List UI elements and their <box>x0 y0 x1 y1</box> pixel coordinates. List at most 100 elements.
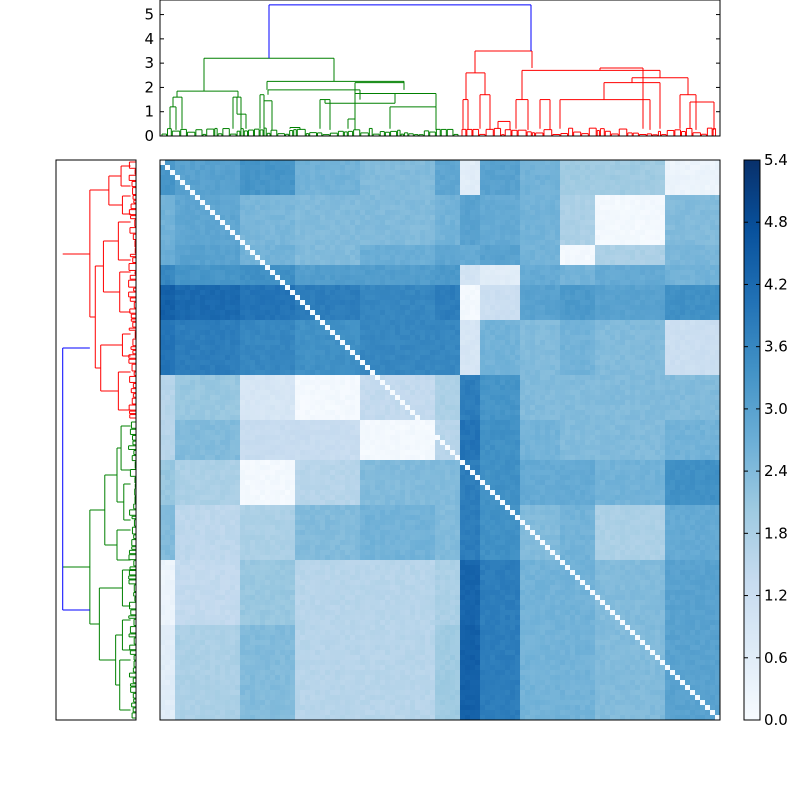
heatmap-cell <box>325 280 331 286</box>
heatmap-cell <box>670 210 676 216</box>
heatmap-cell <box>335 295 341 301</box>
heatmap-cell <box>630 310 636 316</box>
heatmap-cell <box>380 330 386 336</box>
heatmap-cell <box>335 230 341 236</box>
heatmap-cell <box>345 185 351 191</box>
heatmap-cell <box>205 305 211 311</box>
heatmap-cell <box>310 175 316 181</box>
heatmap-cell <box>545 280 551 286</box>
heatmap-cell <box>560 235 566 241</box>
heatmap-cell <box>575 210 581 216</box>
heatmap-cell <box>355 225 361 231</box>
heatmap-cell <box>440 300 446 306</box>
heatmap-cell <box>485 175 491 181</box>
heatmap-cell <box>560 315 566 321</box>
heatmap-cell <box>485 195 491 201</box>
heatmap-cell <box>580 200 586 206</box>
heatmap-cell <box>235 195 241 201</box>
heatmap-cell <box>370 195 376 201</box>
heatmap-cell <box>325 205 331 211</box>
heatmap-cell <box>320 315 326 321</box>
heatmap-cell <box>645 215 651 221</box>
heatmap-cell <box>160 185 166 191</box>
heatmap-cell <box>710 230 716 236</box>
heatmap-cell <box>620 160 626 166</box>
heatmap-cell <box>455 210 461 216</box>
heatmap-cell <box>590 345 596 351</box>
heatmap-cell <box>680 220 686 226</box>
heatmap-cell <box>485 345 491 351</box>
heatmap-cell <box>250 275 256 281</box>
heatmap-cell <box>410 210 416 216</box>
heatmap-cell <box>360 300 366 306</box>
heatmap-cell <box>365 230 371 236</box>
heatmap-cell <box>295 215 301 221</box>
heatmap-cell <box>245 320 251 326</box>
heatmap-cell <box>630 265 636 271</box>
heatmap-cell <box>620 190 626 196</box>
heatmap-cell <box>250 250 256 256</box>
heatmap-cell <box>320 295 326 301</box>
heatmap-cell <box>470 275 476 281</box>
heatmap-cell <box>600 250 606 256</box>
heatmap-cell <box>455 185 461 191</box>
heatmap-cell <box>375 190 381 196</box>
heatmap-cell <box>200 340 206 346</box>
heatmap-cell <box>345 215 351 221</box>
heatmap-cell <box>535 255 541 261</box>
heatmap-cell <box>285 235 291 241</box>
heatmap-cell <box>160 235 166 241</box>
heatmap-cell <box>710 335 716 341</box>
heatmap-cell <box>645 250 651 256</box>
heatmap-cell <box>675 325 681 331</box>
heatmap-cell <box>165 170 171 176</box>
heatmap-cell <box>620 330 626 336</box>
heatmap-cell <box>300 330 306 336</box>
heatmap-cell <box>470 240 476 246</box>
heatmap-cell <box>455 275 461 281</box>
heatmap-cell <box>510 220 516 226</box>
heatmap-cell <box>535 265 541 271</box>
heatmap-cell <box>440 205 446 211</box>
heatmap-cell <box>330 310 336 316</box>
heatmap-cell <box>330 275 336 281</box>
heatmap-cell <box>545 260 551 266</box>
heatmap-cell <box>680 325 686 331</box>
heatmap-cell <box>510 295 516 301</box>
heatmap-cell <box>205 335 211 341</box>
heatmap-cell <box>185 290 191 296</box>
heatmap-cell <box>260 220 266 226</box>
heatmap-cell <box>515 310 521 316</box>
heatmap-cell <box>290 250 296 256</box>
heatmap-cell <box>615 170 621 176</box>
heatmap-cell <box>520 340 526 346</box>
heatmap-cell <box>415 305 421 311</box>
heatmap-cell <box>290 255 296 261</box>
heatmap-cell <box>165 285 171 291</box>
heatmap-cell <box>555 190 561 196</box>
heatmap-cell <box>275 260 281 266</box>
heatmap-cell <box>200 180 206 186</box>
heatmap-cell <box>375 195 381 201</box>
heatmap-cell <box>545 220 551 226</box>
heatmap-cell <box>465 230 471 236</box>
heatmap-cell <box>590 335 596 341</box>
heatmap-cell <box>390 245 396 251</box>
heatmap-cell <box>480 340 486 346</box>
heatmap-cell <box>260 270 266 276</box>
heatmap-cell <box>515 305 521 311</box>
heatmap-cell <box>605 305 611 311</box>
heatmap-cell <box>165 245 171 251</box>
heatmap-cell <box>465 330 471 336</box>
heatmap-cell <box>285 210 291 216</box>
heatmap-cell <box>410 180 416 186</box>
heatmap-cell <box>690 215 696 221</box>
heatmap-cell <box>170 340 176 346</box>
heatmap-cell <box>560 170 566 176</box>
heatmap-cell <box>685 255 691 261</box>
heatmap-cell <box>265 290 271 296</box>
heatmap-cell <box>445 165 451 171</box>
heatmap-cell <box>485 275 491 281</box>
heatmap-cell <box>565 220 571 226</box>
heatmap-cell <box>500 305 506 311</box>
